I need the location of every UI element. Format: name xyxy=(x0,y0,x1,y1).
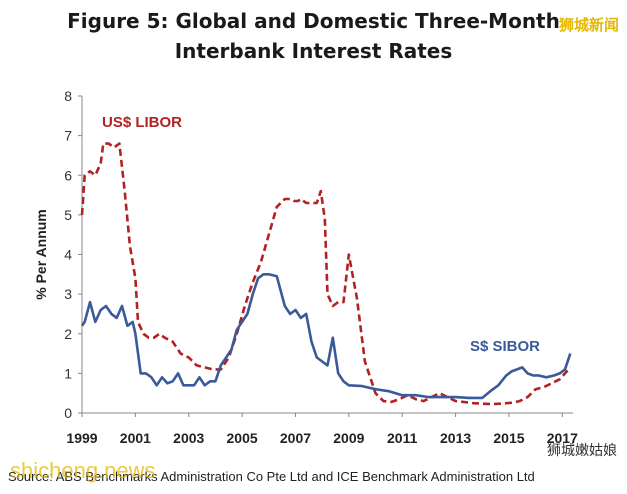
chart-title-line2: Interbank Interest Rates xyxy=(174,39,453,63)
x-tick-label: 1999 xyxy=(66,430,97,446)
y-tick-label: 6 xyxy=(64,167,72,183)
x-tick-label: 2009 xyxy=(333,430,364,446)
y-tick-label: 7 xyxy=(64,128,72,144)
x-tick-label: 2007 xyxy=(280,430,311,446)
x-tick-label: 2005 xyxy=(227,430,258,446)
watermark-top: 狮城新闻 xyxy=(558,16,619,34)
watermark-bottom-right: 狮城嫩姑娘 xyxy=(547,443,617,459)
series-label-us-libor: US$ LIBOR xyxy=(102,114,182,131)
y-tick-label: 5 xyxy=(64,207,72,223)
source-note: Source: ABS Benchmarks Administration Co… xyxy=(8,469,535,484)
chart-title: Figure 5: Global and Domestic Three-Mont… xyxy=(0,6,627,66)
series-line-s-sibor xyxy=(80,272,572,400)
series-label-s-sibor: S$ SIBOR xyxy=(470,338,540,355)
y-axis-label: % Per Annum xyxy=(33,209,49,300)
y-tick-label: 0 xyxy=(64,405,72,421)
chart-title-line1: Figure 5: Global and Domestic Three-Mont… xyxy=(67,9,560,33)
x-tick-label: 2015 xyxy=(493,430,524,446)
series-line-us-libor xyxy=(80,142,572,406)
watermark-bottom-left: shicheng.news xyxy=(10,458,156,483)
y-tick-label: 4 xyxy=(64,247,72,263)
y-tick-label: 8 xyxy=(64,88,72,104)
x-tick-label: 2003 xyxy=(173,430,204,446)
x-tick-label: 2013 xyxy=(440,430,471,446)
y-tick-label: 2 xyxy=(64,326,72,342)
x-tick-label: 2001 xyxy=(120,430,151,446)
y-tick-label: 1 xyxy=(64,365,72,381)
x-tick-label: 2017 xyxy=(547,430,578,446)
x-tick-label: 2011 xyxy=(387,430,418,446)
y-tick-label: 3 xyxy=(64,286,72,302)
